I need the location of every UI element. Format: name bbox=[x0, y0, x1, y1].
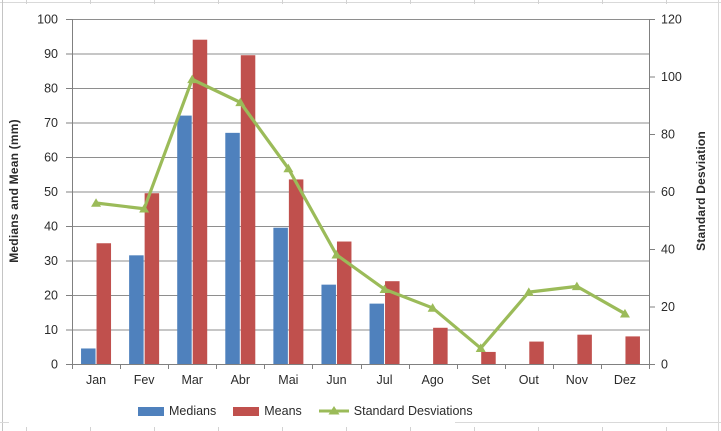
chart-legend: Medians Means Standard Desviations bbox=[138, 404, 473, 418]
svg-text:Dez: Dez bbox=[614, 373, 636, 387]
svg-text:30: 30 bbox=[44, 254, 58, 268]
worksheet-row-line-left bbox=[0, 422, 9, 423]
svg-text:50: 50 bbox=[44, 185, 58, 199]
svg-text:80: 80 bbox=[44, 82, 58, 96]
svg-text:Nov: Nov bbox=[566, 373, 589, 387]
svg-text:40: 40 bbox=[44, 220, 58, 234]
svg-text:70: 70 bbox=[44, 116, 58, 130]
svg-text:60: 60 bbox=[661, 185, 675, 199]
worksheet-right-gridline bbox=[718, 0, 719, 431]
worksheet-row-line-right bbox=[455, 422, 721, 423]
svg-text:40: 40 bbox=[661, 243, 675, 257]
svg-text:0: 0 bbox=[661, 358, 668, 372]
svg-text:Ago: Ago bbox=[422, 373, 444, 387]
legend-label-means: Means bbox=[264, 404, 302, 418]
svg-text:100: 100 bbox=[661, 70, 682, 84]
svg-text:Mai: Mai bbox=[278, 373, 298, 387]
svg-text:100: 100 bbox=[37, 13, 58, 27]
worksheet-top-column-ticks bbox=[26, 0, 721, 4]
axis-tick-labels: 0 10 20 30 40 50 60 70 80 90 100 0 20 40 60 80 100 120 Jan… bbox=[37, 13, 682, 388]
svg-text:20: 20 bbox=[44, 289, 58, 303]
svg-text:Abr: Abr bbox=[231, 373, 250, 387]
svg-text:Jun: Jun bbox=[326, 373, 346, 387]
svg-text:10: 10 bbox=[44, 323, 58, 337]
svg-text:120: 120 bbox=[661, 13, 682, 27]
means-swatch bbox=[233, 406, 260, 416]
svg-text:Fev: Fev bbox=[134, 373, 156, 387]
axes bbox=[66, 19, 655, 369]
svg-text:Set: Set bbox=[471, 373, 490, 387]
line-standard-desviations bbox=[91, 74, 630, 352]
svg-text:Mar: Mar bbox=[181, 373, 203, 387]
right-axis-title: Standard Desviation bbox=[694, 131, 708, 251]
worksheet-bottom-column-ticks bbox=[26, 427, 721, 431]
legend-label-medians: Medians bbox=[169, 404, 217, 418]
gridlines bbox=[72, 19, 649, 331]
svg-text:80: 80 bbox=[661, 128, 675, 142]
svg-text:90: 90 bbox=[44, 47, 58, 61]
svg-text:20: 20 bbox=[661, 300, 675, 314]
worksheet-left-gridline bbox=[2, 0, 3, 431]
svg-text:Jul: Jul bbox=[377, 373, 393, 387]
medians-swatch bbox=[138, 406, 164, 416]
legend-item-stddev[interactable]: Standard Desviations bbox=[318, 404, 473, 418]
line-marker-icon bbox=[318, 406, 349, 415]
legend-label-stddev: Standard Desviations bbox=[353, 404, 473, 418]
svg-text:0: 0 bbox=[51, 358, 58, 372]
svg-text:Jan: Jan bbox=[86, 373, 106, 387]
legend-item-medians[interactable]: Medians bbox=[138, 404, 216, 418]
svg-text:Out: Out bbox=[519, 373, 540, 387]
bars-medians bbox=[81, 115, 385, 364]
svg-text:60: 60 bbox=[44, 151, 58, 165]
bars-means bbox=[96, 39, 640, 364]
left-axis-title: Medians and Mean (mm) bbox=[7, 119, 21, 263]
legend-item-means[interactable]: Means bbox=[233, 404, 302, 418]
